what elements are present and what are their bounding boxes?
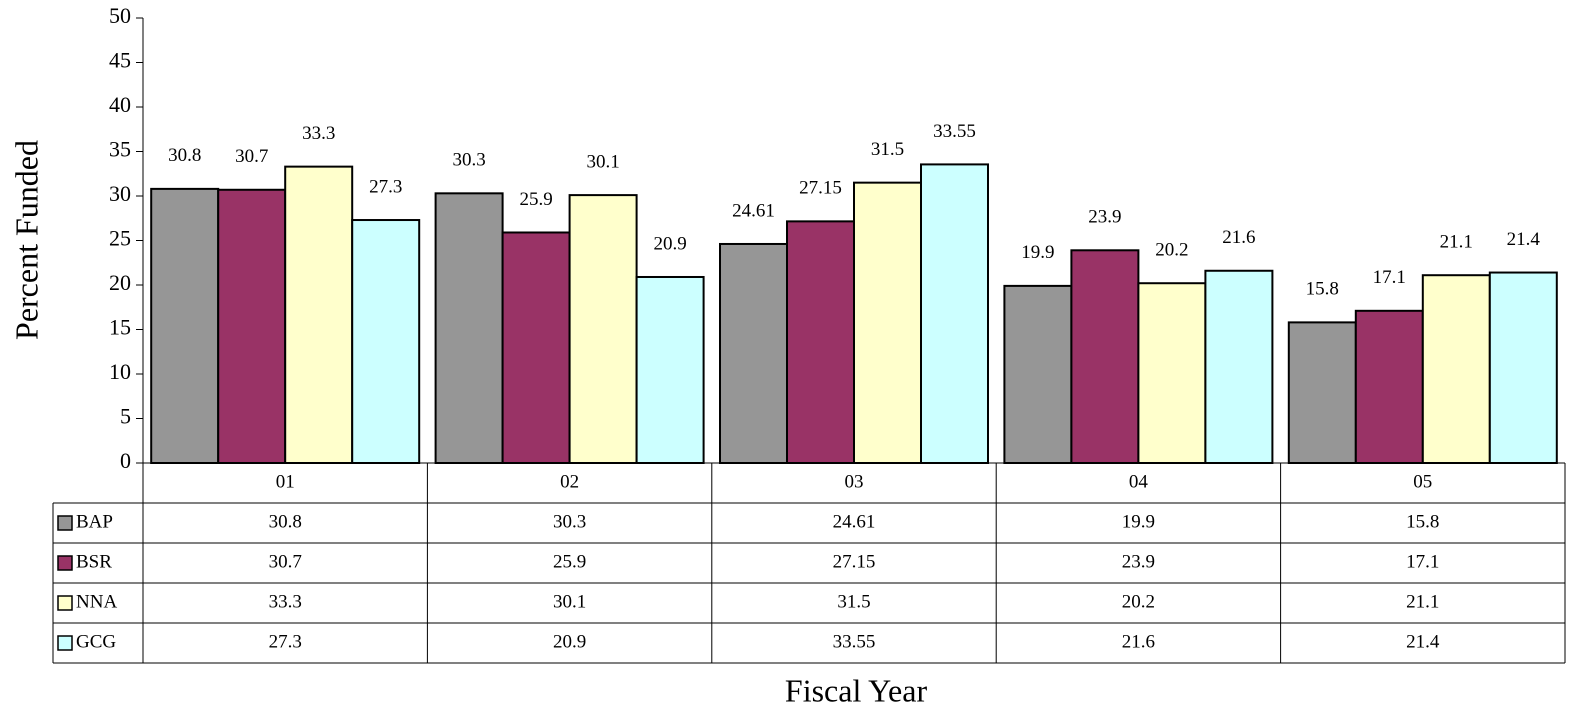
table-value: 30.7 — [269, 551, 302, 572]
bar — [217, 188, 287, 465]
bar — [1070, 249, 1140, 464]
bar — [150, 187, 220, 464]
y-tick-label: 50 — [109, 3, 131, 28]
legend-swatch — [57, 515, 73, 531]
bar — [1421, 274, 1491, 464]
legend-label: BSR — [76, 551, 112, 572]
table-value: 31.5 — [837, 591, 870, 612]
data-label: 15.8 — [1306, 279, 1339, 300]
table-category: 05 — [1413, 471, 1432, 492]
table-value: 33.3 — [269, 591, 302, 612]
bar — [351, 219, 421, 464]
table-value: 24.61 — [833, 511, 876, 532]
y-tick-label: 25 — [109, 226, 131, 251]
table-category: 02 — [560, 471, 579, 492]
table-value: 25.9 — [553, 551, 586, 572]
table-value: 19.9 — [1122, 511, 1155, 532]
table-value: 23.9 — [1122, 551, 1155, 572]
table-value: 17.1 — [1406, 551, 1439, 572]
table-value: 33.55 — [833, 631, 876, 652]
bar — [1488, 271, 1558, 465]
legend-swatch — [57, 595, 73, 611]
table-value: 27.3 — [269, 631, 302, 652]
data-label: 20.2 — [1155, 240, 1188, 261]
table-value: 30.8 — [269, 511, 302, 532]
table-value: 30.1 — [553, 591, 586, 612]
y-tick-label: 40 — [109, 92, 131, 117]
bar — [1137, 282, 1207, 464]
data-label: 20.9 — [653, 233, 686, 254]
legend-label: GCG — [76, 631, 116, 652]
x-axis-label: Fiscal Year — [785, 672, 928, 708]
bar — [719, 242, 788, 464]
y-tick-label: 35 — [109, 137, 131, 162]
y-axis-label: Percent Funded — [8, 140, 44, 340]
data-label: 31.5 — [871, 139, 904, 160]
legend-swatch — [57, 635, 73, 651]
table-category: 01 — [276, 471, 295, 492]
table-value: 27.15 — [833, 551, 876, 572]
bar — [635, 275, 705, 464]
legend-label: BAP — [76, 511, 113, 532]
bar — [568, 194, 638, 465]
data-label: 27.15 — [799, 178, 842, 199]
table-category: 04 — [1129, 471, 1149, 492]
bar — [434, 192, 504, 465]
bar — [501, 231, 571, 464]
y-tick-label: 10 — [109, 359, 131, 384]
bar — [920, 163, 989, 464]
bar — [284, 165, 354, 464]
legend-swatch — [57, 555, 73, 571]
y-tick-label: 30 — [109, 181, 131, 206]
data-label: 24.61 — [732, 200, 775, 221]
table-value: 21.1 — [1406, 591, 1439, 612]
data-label: 23.9 — [1088, 207, 1121, 228]
table-value: 20.9 — [553, 631, 586, 652]
table-value: 20.2 — [1122, 591, 1155, 612]
data-label: 21.1 — [1440, 232, 1473, 253]
table-value: 30.3 — [553, 511, 586, 532]
y-tick-label: 0 — [120, 448, 131, 473]
data-label: 30.7 — [235, 146, 268, 167]
data-label: 21.6 — [1222, 227, 1255, 248]
legend-label: NNA — [76, 591, 117, 612]
data-label: 19.9 — [1021, 242, 1054, 263]
y-tick-label: 20 — [109, 270, 131, 295]
data-label: 25.9 — [519, 189, 552, 210]
data-label: 33.3 — [302, 123, 335, 144]
table-value: 15.8 — [1406, 511, 1439, 532]
bar — [1354, 309, 1424, 464]
data-label: 21.4 — [1507, 229, 1541, 250]
bar — [1204, 269, 1274, 465]
data-label: 33.55 — [933, 121, 976, 142]
y-tick-label: 15 — [109, 315, 131, 340]
y-tick-label: 5 — [120, 404, 131, 429]
y-tick-label: 45 — [109, 48, 131, 73]
data-label: 30.8 — [168, 145, 201, 166]
table-value: 21.4 — [1406, 631, 1440, 652]
bar — [786, 220, 855, 464]
bar — [853, 181, 922, 464]
table-value: 21.6 — [1122, 631, 1155, 652]
data-label: 17.1 — [1373, 267, 1406, 288]
bar — [1287, 321, 1357, 464]
data-label: 30.3 — [452, 150, 485, 171]
table-category: 03 — [845, 471, 864, 492]
data-label: 27.3 — [369, 176, 402, 197]
bar — [1003, 284, 1073, 465]
data-label: 30.1 — [586, 151, 619, 172]
